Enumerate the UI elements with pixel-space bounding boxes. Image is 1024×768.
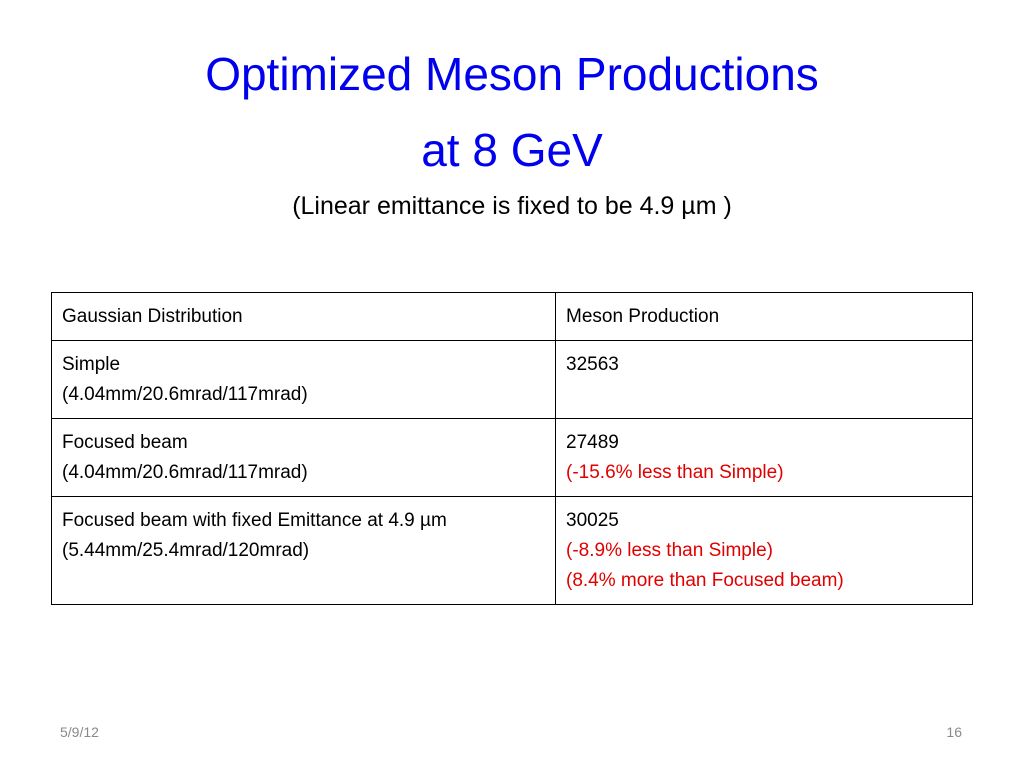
table-cell: 27489 (-15.6% less than Simple): [555, 418, 973, 497]
footer-date: 5/9/12: [60, 724, 99, 740]
subtitle: (Linear emittance is fixed to be 4.9 µm …: [292, 192, 732, 220]
header-row: Gaussian Distribution Meson Production: [51, 292, 973, 341]
table-row: Simple (4.04mm/20.6mrad/117mrad) 32563: [51, 340, 973, 419]
title-line: Optimized Meson Productions: [205, 48, 819, 100]
table-row: Focused beam (4.04mm/20.6mrad/117mrad) 274…: [51, 418, 973, 497]
cell-line: Simple: [62, 354, 121, 375]
cell-line: (4.04mm/20.6mrad/117mrad): [62, 384, 308, 405]
cell-line: Focused beam with fixed Emittance at 4.9…: [62, 510, 447, 531]
table-cell: Focused beam (4.04mm/20.6mrad/117mrad): [51, 418, 556, 497]
table-cell: Simple (4.04mm/20.6mrad/117mrad): [51, 340, 556, 419]
title-line: at 8 GeV: [421, 124, 603, 176]
table-body: Gaussian Distribution Meson Production Sim…: [51, 292, 973, 605]
header-cell: Meson Production: [555, 292, 973, 341]
header-cell: Gaussian Distribution: [51, 292, 556, 341]
cell-line: 32563: [566, 354, 619, 375]
cell-line: (4.04mm/20.6mrad/117mrad): [62, 462, 308, 483]
results-table: Gaussian Distribution Meson Production Sim…: [51, 292, 973, 605]
footer-page: 16: [946, 724, 962, 740]
cell-line: 30025: [566, 510, 619, 531]
table-cell: 32563: [555, 340, 973, 419]
table-cell: 30025 (-8.9% less than Simple) (8.4% more …: [555, 496, 973, 605]
cell-note: (8.4% more than Focused beam): [566, 570, 844, 591]
cell-line: 27489: [566, 432, 619, 453]
table-row: Focused beam with fixed Emittance at 4.9…: [51, 496, 973, 605]
table-cell: Focused beam with fixed Emittance at 4.9…: [51, 496, 556, 605]
cell-note: (-8.9% less than Simple): [566, 540, 773, 561]
cell-line: (5.44mm/25.4mrad/120mrad): [62, 540, 310, 561]
cell-note: (-15.6% less than Simple): [566, 462, 784, 483]
cell-line: Focused beam: [62, 432, 188, 453]
